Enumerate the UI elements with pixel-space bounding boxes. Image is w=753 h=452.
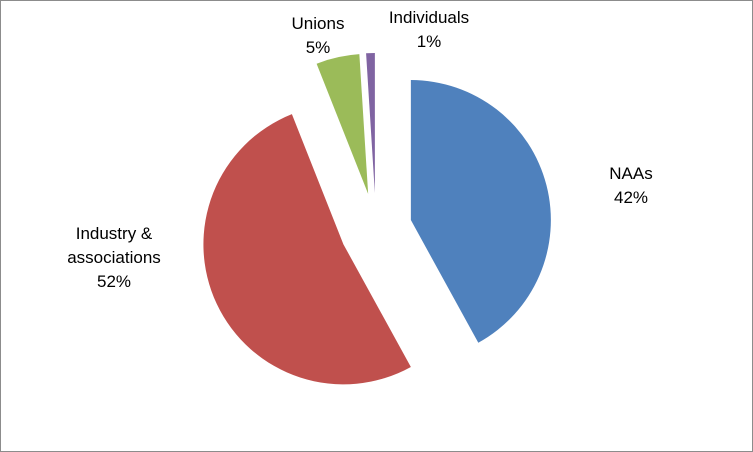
slice-label: Industry & associations 52% bbox=[54, 222, 174, 294]
value-label: 5% bbox=[305, 38, 331, 57]
pie-slice bbox=[316, 54, 369, 194]
category-label: Individuals bbox=[388, 8, 470, 27]
category-label: Unions bbox=[291, 14, 345, 33]
pie-slice bbox=[203, 114, 411, 385]
slice-label: Unions 5% bbox=[278, 12, 358, 60]
slice-label: Individuals 1% bbox=[374, 6, 484, 54]
value-label: 1% bbox=[416, 32, 442, 51]
category-label: Industry & associations bbox=[67, 224, 161, 267]
value-label: 42% bbox=[613, 188, 649, 207]
category-label: NAAs bbox=[609, 164, 653, 183]
pie-slice bbox=[366, 53, 375, 194]
slice-label: NAAs 42% bbox=[591, 162, 671, 210]
value-label: 52% bbox=[96, 272, 132, 291]
pie-slice bbox=[410, 80, 551, 343]
